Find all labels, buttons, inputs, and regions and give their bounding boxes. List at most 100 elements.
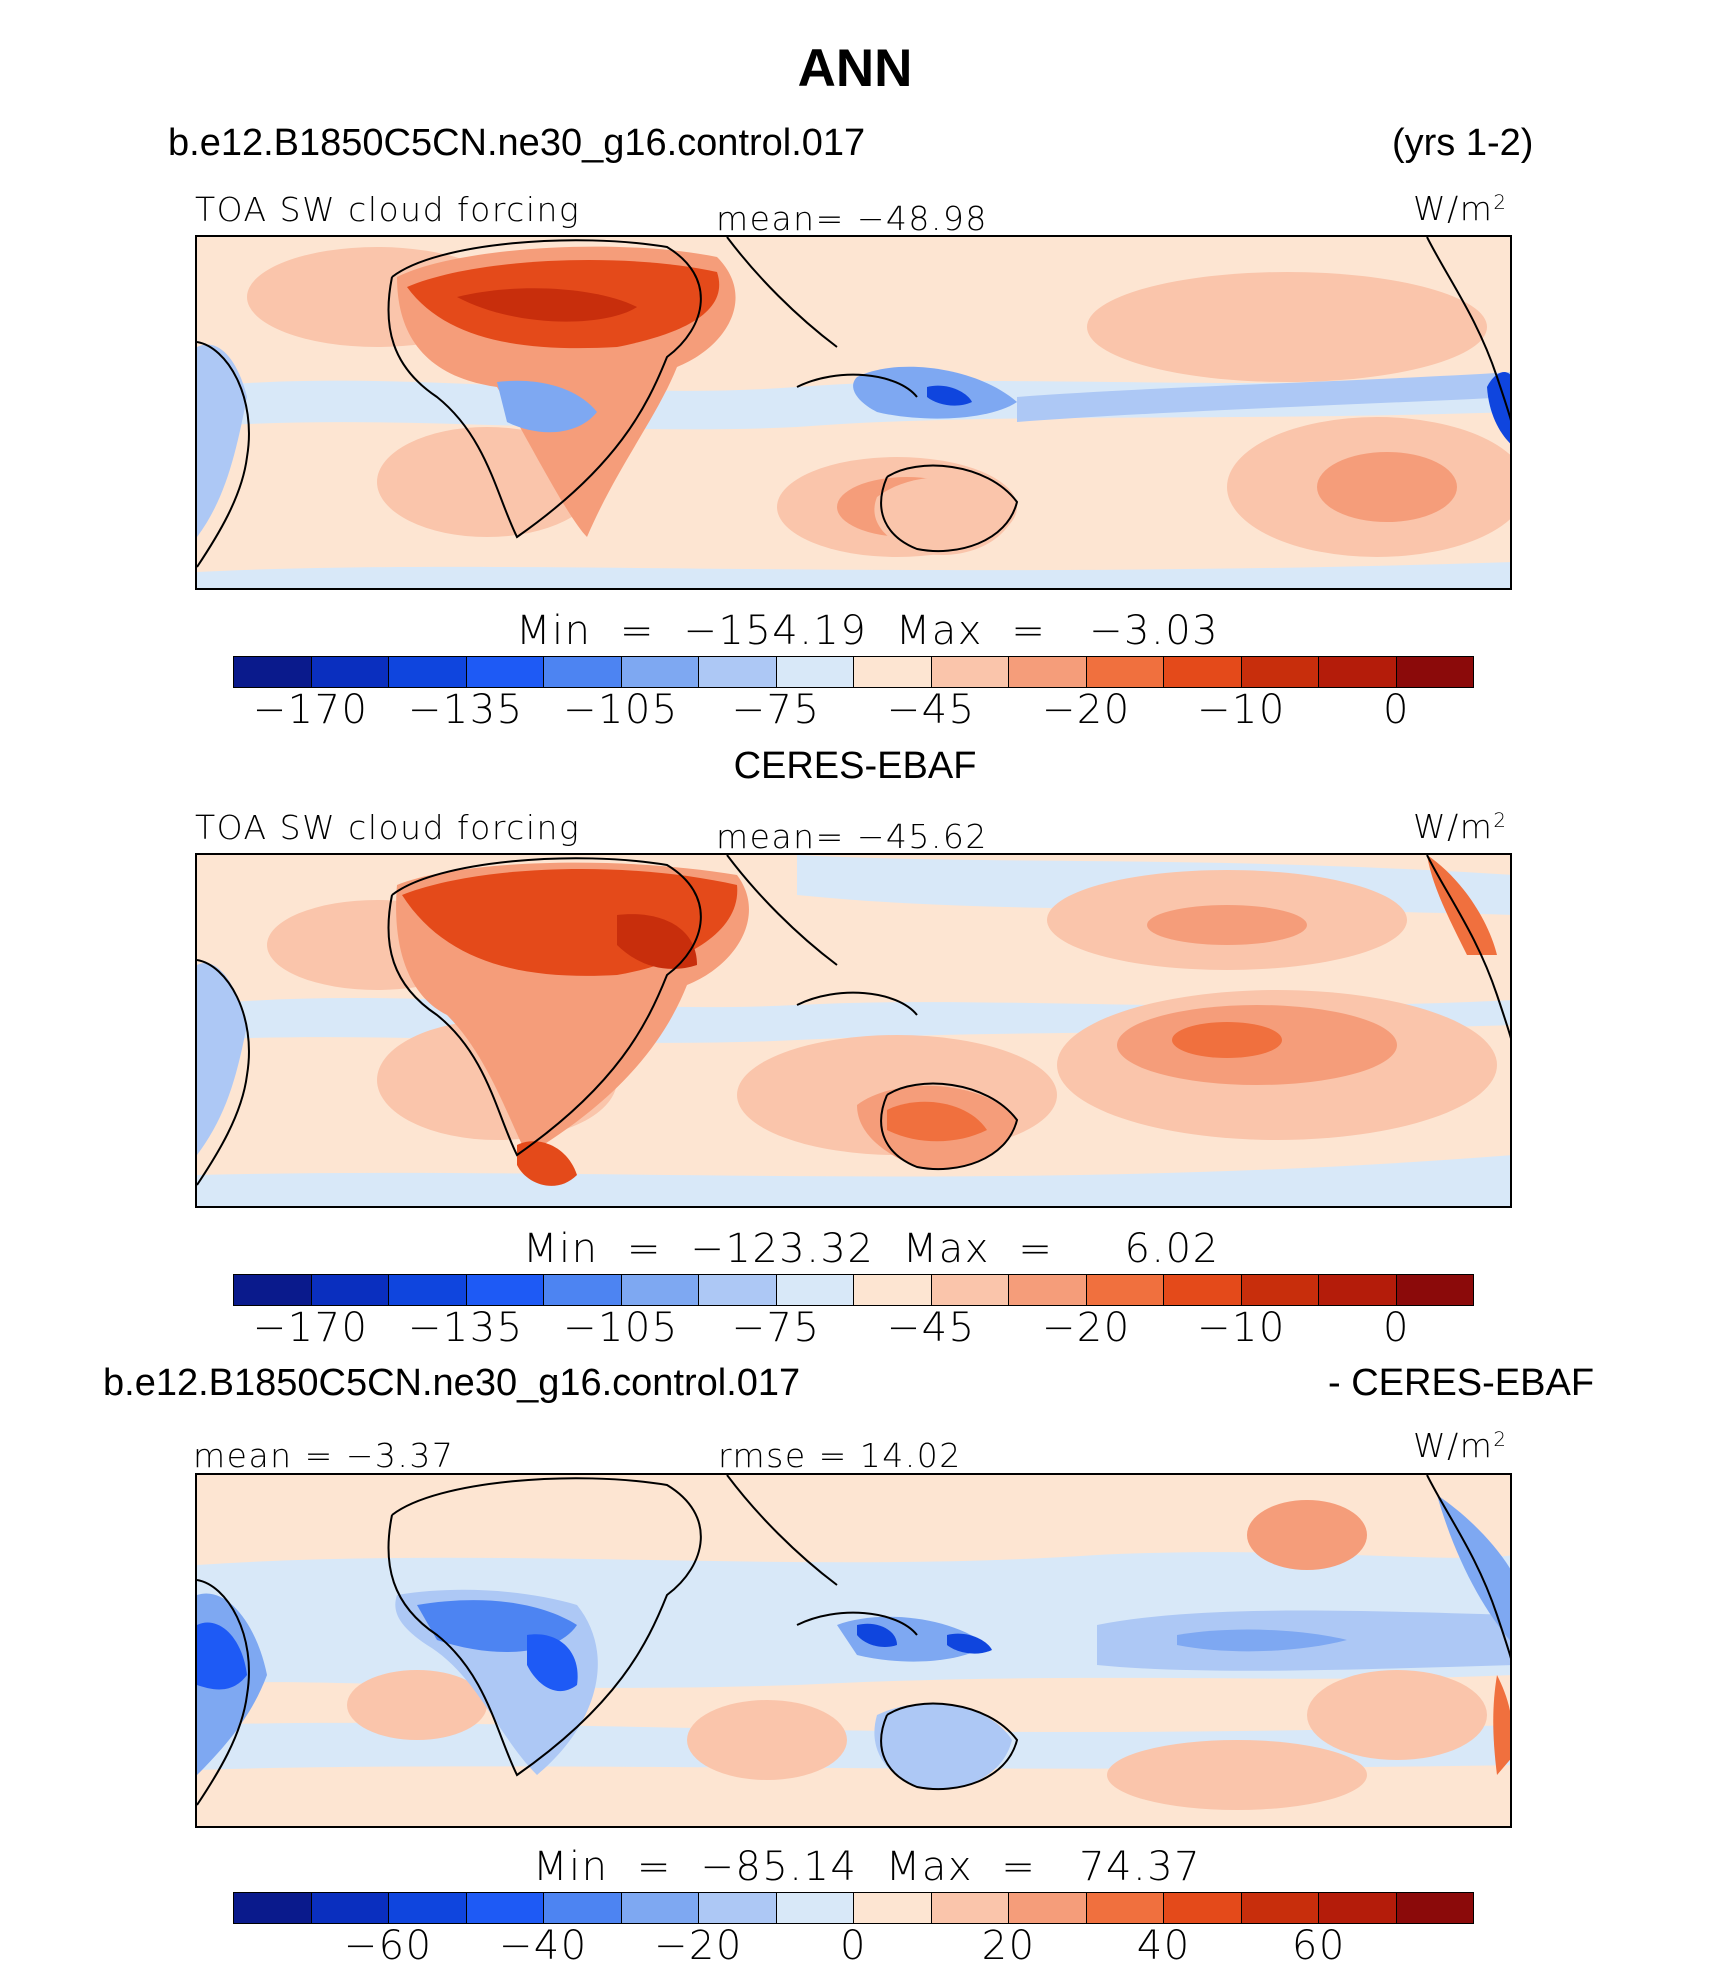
colorbar-swatch — [1319, 1893, 1397, 1923]
panel3-colorbar — [233, 1892, 1474, 1924]
colorbar-swatch — [1086, 1275, 1164, 1305]
panel2-coastlines — [197, 855, 1510, 1186]
diff-label: - CERES-EBAF — [1328, 1362, 1595, 1404]
colorbar-swatch — [621, 1275, 699, 1305]
panel3-coastlines — [197, 1475, 1510, 1806]
colorbar-swatch — [1164, 1275, 1242, 1305]
colorbar-tick-label: 20 — [981, 1923, 1036, 1969]
colorbar-swatch — [466, 1893, 544, 1923]
panel1-colorbar — [233, 656, 1474, 688]
colorbar-tick-label: 60 — [1291, 1923, 1346, 1969]
colorbar-swatch — [1396, 1893, 1473, 1923]
colorbar-tick-label: −20 — [1041, 1305, 1131, 1351]
colorbar-swatch — [776, 657, 854, 687]
colorbar-swatch — [234, 1893, 312, 1923]
case-name: b.e12.B1850C5CN.ne30_g16.control.017 — [168, 122, 866, 164]
page-title: ANN — [797, 39, 913, 98]
panel2-patch-npac-core — [1147, 905, 1307, 945]
panel2-map — [195, 853, 1512, 1208]
colorbar-tick-label: −10 — [1196, 1305, 1286, 1351]
colorbar-swatch — [1319, 1275, 1397, 1305]
colorbar-swatch — [1009, 1275, 1087, 1305]
panel3-patch-satl — [347, 1670, 487, 1740]
obs-name: CERES-EBAF — [733, 745, 977, 787]
colorbar-swatch — [699, 1893, 777, 1923]
panel2-variable-label: TOA SW cloud forcing — [195, 808, 581, 847]
panel2-map-svg — [197, 855, 1510, 1206]
colorbar-tick-label: 0 — [1382, 1305, 1410, 1351]
panel3-patch-npac — [1247, 1500, 1367, 1570]
panel2-mean-label: mean= −45.62 — [716, 817, 988, 856]
colorbar-swatch — [544, 1275, 622, 1305]
colorbar-swatch — [311, 1275, 389, 1305]
panel2-colorbar-ticks: −170 −135 −105 −75 −45 −20 −10 0 — [0, 1305, 1710, 1355]
colorbar-swatch — [544, 1893, 622, 1923]
panel1-map — [195, 235, 1512, 590]
panel1-units: W/m2 — [1413, 189, 1508, 228]
panel3-colorbar-ticks: −60 −40 −20 0 20 40 60 — [0, 1923, 1710, 1973]
colorbar-swatch — [854, 1275, 932, 1305]
panel1-patch-npac — [1087, 272, 1487, 382]
panel3-minmax: Min = −85.14 Max = 74.37 — [533, 1844, 1202, 1890]
colorbar-swatch — [931, 657, 1009, 687]
colorbar-swatch — [699, 657, 777, 687]
panel1-mean-label: mean= −48.98 — [716, 199, 988, 238]
colorbar-swatch — [1241, 657, 1319, 687]
colorbar-swatch — [1086, 1893, 1164, 1923]
panel1-sahara-core — [457, 288, 637, 322]
colorbar-swatch — [1241, 1893, 1319, 1923]
panel2-patch-spac-peak — [1172, 1022, 1282, 1058]
panel3-australia — [874, 1703, 1012, 1790]
colorbar-tick-label: −10 — [1196, 687, 1286, 733]
colorbar-swatch — [466, 657, 544, 687]
years-label: (yrs 1-2) — [1392, 122, 1534, 164]
panel1-minmax: Min = −154.19 Max = −3.03 — [516, 608, 1220, 654]
panel3-borneo — [857, 1623, 897, 1647]
panel3-rmse-label: rmse = 14.02 — [718, 1436, 962, 1475]
colorbar-tick-label: −20 — [653, 1923, 743, 1969]
colorbar-swatch — [776, 1275, 854, 1305]
colorbar-swatch — [544, 657, 622, 687]
colorbar-swatch — [1164, 1893, 1242, 1923]
panel1-australia — [874, 477, 1017, 555]
panel1-map-svg — [197, 237, 1510, 588]
colorbar-swatch — [621, 657, 699, 687]
panel3-congo — [527, 1634, 578, 1692]
panel3-amazon — [197, 1622, 247, 1690]
colorbar-tick-label: −45 — [886, 1305, 976, 1351]
colorbar-swatch — [854, 657, 932, 687]
panel2-australia-core — [887, 1101, 987, 1142]
colorbar-tick-label: −45 — [886, 687, 976, 733]
colorbar-tick-label: −135 — [407, 1305, 524, 1351]
panel2-colorbar — [233, 1274, 1474, 1306]
panel1-itcz-band — [1017, 372, 1510, 422]
panel1-andes — [1487, 372, 1510, 444]
panel2-namerica-west — [1427, 855, 1497, 955]
panel2-units: W/m2 — [1413, 807, 1508, 846]
panel3-units: W/m2 — [1413, 1426, 1508, 1465]
colorbar-tick-label: 0 — [840, 1923, 867, 1969]
panel1-newguinea — [927, 385, 972, 406]
colorbar-swatch — [311, 657, 389, 687]
panel3-patch-indian — [687, 1700, 847, 1780]
panel3-chile — [1493, 1675, 1510, 1775]
colorbar-swatch — [621, 1893, 699, 1923]
colorbar-tick-label: −105 — [562, 687, 679, 733]
colorbar-swatch — [1241, 1275, 1319, 1305]
colorbar-swatch — [466, 1275, 544, 1305]
panel2-minmax: Min = −123.32 Max = 6.02 — [523, 1226, 1220, 1272]
panel2-southern-band — [197, 1155, 1510, 1206]
colorbar-swatch — [311, 1893, 389, 1923]
colorbar-tick-label: −170 — [252, 1305, 369, 1351]
colorbar-swatch — [1009, 1893, 1087, 1923]
colorbar-swatch — [931, 1275, 1009, 1305]
panel3-map-svg — [197, 1475, 1510, 1826]
colorbar-swatch — [1164, 657, 1242, 687]
colorbar-swatch — [1086, 657, 1164, 687]
panel2-samerica — [197, 963, 247, 1155]
panel1-congo — [497, 380, 597, 433]
colorbar-tick-label: 40 — [1136, 1923, 1191, 1969]
colorbar-tick-label: −20 — [1041, 687, 1131, 733]
colorbar-swatch — [1009, 657, 1087, 687]
panel3-epac-core — [1177, 1629, 1347, 1652]
